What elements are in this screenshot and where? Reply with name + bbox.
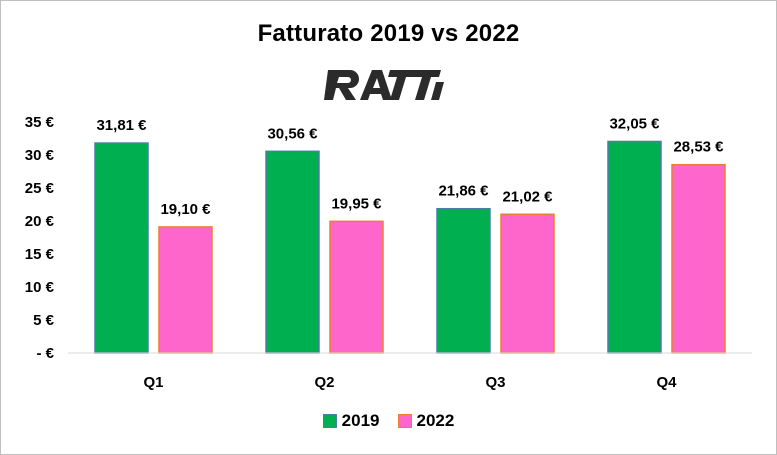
y-tick-label: - € (36, 345, 54, 362)
legend-swatch-2019 (322, 414, 337, 428)
data-label-2019-q4: 32,05 € (609, 115, 660, 132)
legend-label-2019: 2019 (341, 411, 380, 430)
y-tick-label: 35 € (25, 114, 55, 131)
x-tick-label: Q4 (656, 374, 677, 391)
legend: 2019 2022 (0, 411, 777, 431)
data-label-2022-q2: 19,95 € (331, 195, 382, 212)
y-tick-label: 30 € (25, 147, 55, 164)
bar-2019-q4 (607, 140, 662, 354)
data-label-2022-q3: 21,02 € (502, 188, 553, 205)
data-label-2022-q1: 19,10 € (160, 201, 211, 218)
legend-swatch-2022 (397, 414, 412, 428)
bar-2019-q1 (94, 142, 149, 354)
y-tick-label: 5 € (33, 312, 55, 329)
data-label-2019-q2: 30,56 € (267, 125, 318, 142)
bar-2019-q3 (436, 207, 491, 354)
bars-group: 31,81 € 19,10 € 30,56 € 19,95 € 21,86 € 21,02… (94, 115, 726, 354)
data-label-2019-q1: 31,81 € (96, 117, 147, 134)
x-tick-label: Q2 (314, 374, 334, 391)
bar-2022-q3 (500, 213, 555, 354)
legend-label-2022: 2022 (416, 411, 455, 430)
bar-2019-q2 (265, 150, 320, 354)
bar-2022-q1 (158, 226, 213, 354)
y-tick-label: 25 € (25, 180, 55, 197)
bar-2022-q2 (329, 220, 384, 354)
data-label-2022-q4: 28,53 € (673, 139, 724, 156)
y-tick-label: 15 € (25, 246, 55, 263)
legend-item-2022: 2022 (397, 411, 455, 431)
data-label-2019-q3: 21,86 € (438, 183, 489, 200)
bar-2022-q4 (671, 163, 726, 354)
y-tick-label: 20 € (25, 213, 55, 230)
x-axis: Q1 Q2 Q3 Q4 (68, 352, 752, 391)
legend-item-2019: 2019 (322, 411, 380, 431)
ratti-logo (322, 64, 447, 104)
y-tick-label: 10 € (25, 279, 55, 296)
y-axis: 35 € 30 € 25 € 20 € 15 € 10 € 5 € - € (25, 114, 55, 362)
x-tick-label: Q3 (485, 374, 505, 391)
chart-title: Fatturato 2019 vs 2022 (257, 20, 520, 47)
x-tick-label: Q1 (143, 374, 163, 391)
